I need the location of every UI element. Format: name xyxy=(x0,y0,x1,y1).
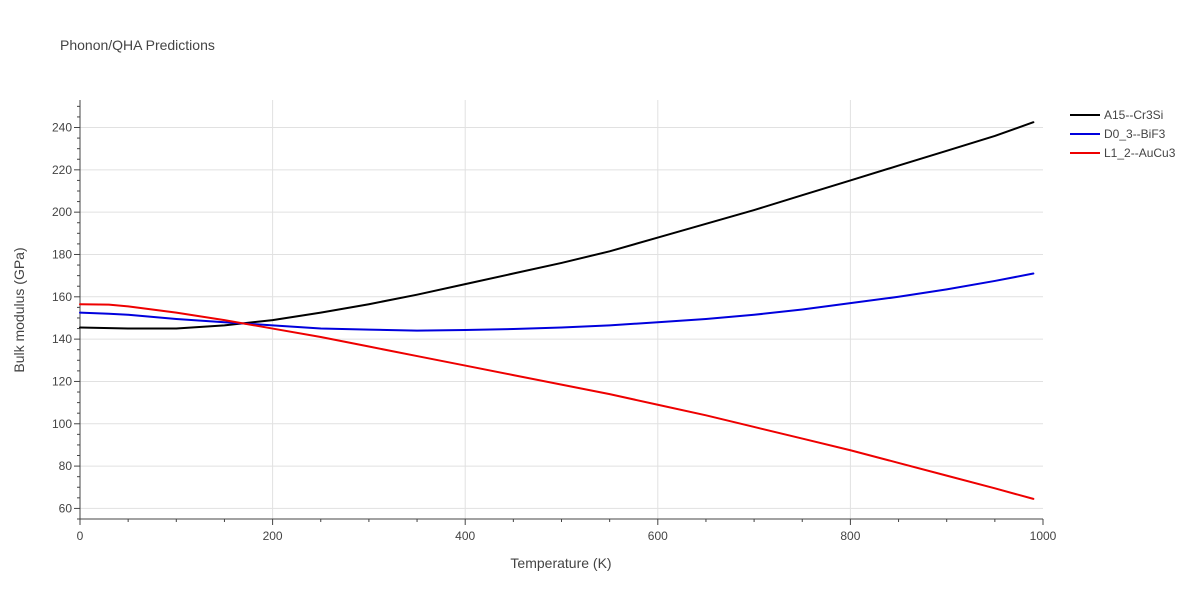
legend-label: D0_3--BiF3 xyxy=(1104,127,1166,141)
series-layer xyxy=(79,121,1035,500)
x-tick-label: 600 xyxy=(648,529,668,543)
x-tick-label: 0 xyxy=(77,529,84,543)
legend-label: L1_2--AuCu3 xyxy=(1104,146,1176,160)
legend-item[interactable]: A15--Cr3Si xyxy=(1070,108,1163,122)
grid-layer xyxy=(80,100,1043,519)
ticks-layer: 60 80 100 120 140 160 180 200 220 240 0 200 400 600 80… xyxy=(52,105,1057,543)
x-tick-label: 1000 xyxy=(1030,529,1057,543)
axes-layer xyxy=(79,100,1043,520)
y-tick-label: 140 xyxy=(52,332,72,346)
legend-label: A15--Cr3Si xyxy=(1104,108,1163,122)
legend[interactable]: A15--Cr3Si D0_3--BiF3 L1_2--AuCu3 xyxy=(1070,108,1176,160)
x-tick-label: 400 xyxy=(455,529,475,543)
legend-item[interactable]: L1_2--AuCu3 xyxy=(1070,146,1176,160)
y-tick-label: 160 xyxy=(52,290,72,304)
series-line-2 xyxy=(79,303,1035,500)
y-tick-label: 100 xyxy=(52,417,72,431)
legend-item[interactable]: D0_3--BiF3 xyxy=(1070,127,1166,141)
y-tick-label: 220 xyxy=(52,163,72,177)
chart-title: Phonon/QHA Predictions xyxy=(60,37,215,53)
x-axis-title: Temperature (K) xyxy=(510,555,611,571)
y-tick-label: 80 xyxy=(59,459,73,473)
x-tick-label: 800 xyxy=(840,529,860,543)
y-tick-label: 180 xyxy=(52,247,72,261)
y-tick-label: 200 xyxy=(52,205,72,219)
y-tick-label: 60 xyxy=(59,501,73,515)
y-tick-label: 120 xyxy=(52,374,72,388)
y-axis-title: Bulk modulus (GPa) xyxy=(11,247,27,372)
y-tick-label: 240 xyxy=(52,121,72,135)
series-line-1 xyxy=(79,272,1035,332)
x-tick-label: 200 xyxy=(263,529,283,543)
